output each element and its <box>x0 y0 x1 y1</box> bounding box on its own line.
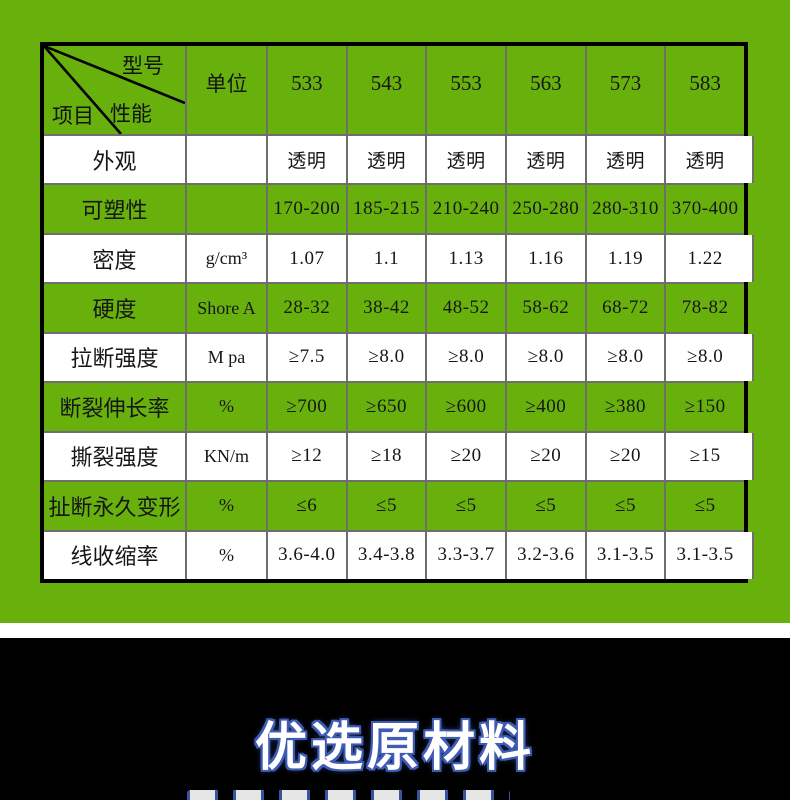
model-header-cell: 563 <box>506 46 585 134</box>
value-cell: 370-400 <box>666 185 744 233</box>
value-cell: ≥20 <box>427 432 505 481</box>
row-label-cell: 拉断强度 <box>44 333 185 382</box>
unit-cell: g/cm³ <box>187 234 266 283</box>
value-cell: ≥400 <box>506 383 585 431</box>
value-cell: 透明 <box>586 136 665 184</box>
partial-text-line <box>187 790 510 800</box>
value-cell: ≤5 <box>506 482 585 530</box>
value-cell: ≥20 <box>586 432 665 481</box>
value-cell: ≥7.5 <box>268 333 346 382</box>
row-label-cell: 硬度 <box>44 284 185 332</box>
model-header-cell: 573 <box>586 46 665 134</box>
row-label-cell: 扯断永久变形 <box>44 482 185 530</box>
value-cell: 透明 <box>347 136 426 184</box>
value-cell: 3.2-3.6 <box>506 531 585 579</box>
value-cell: 透明 <box>268 136 346 184</box>
value-cell: 3.3-3.7 <box>427 531 505 579</box>
unit-cell: M pa <box>187 333 266 382</box>
unit-cell: KN/m <box>187 432 266 481</box>
headline: 优选原材料 <box>254 719 535 777</box>
value-cell: 68-72 <box>586 284 665 332</box>
corner-label-performance: 性能 <box>110 102 152 126</box>
row-label-cell: 线收缩率 <box>44 531 185 579</box>
unit-header-cell: 单位 <box>187 46 266 134</box>
value-cell: 28-32 <box>268 284 346 332</box>
value-cell: ≥8.0 <box>666 333 744 382</box>
value-cell: 透明 <box>427 136 505 184</box>
corner-label-model: 型号 <box>122 54 164 78</box>
value-cell: ≥380 <box>586 383 665 431</box>
value-cell: 1.22 <box>666 234 744 283</box>
value-cell: 38-42 <box>347 284 426 332</box>
value-cell: ≥600 <box>427 383 505 431</box>
value-cell: ≥8.0 <box>427 333 505 382</box>
value-cell: 170-200 <box>268 185 346 233</box>
value-cell: ≥15 <box>666 432 744 481</box>
value-cell: ≥650 <box>347 383 426 431</box>
value-cell: ≥700 <box>268 383 346 431</box>
value-cell: ≤6 <box>268 482 346 530</box>
value-cell: ≥8.0 <box>506 333 585 382</box>
value-cell: 1.1 <box>347 234 426 283</box>
value-cell: ≥12 <box>268 432 346 481</box>
value-cell: 1.13 <box>427 234 505 283</box>
corner-label-item: 项目 <box>52 104 94 128</box>
value-cell: 185-215 <box>347 185 426 233</box>
value-cell: 透明 <box>666 136 744 184</box>
value-cell: 210-240 <box>427 185 505 233</box>
value-cell: ≥8.0 <box>586 333 665 382</box>
model-header-cell: 553 <box>427 46 505 134</box>
footer-banner: 优选原材料 <box>0 638 790 800</box>
divider-strip <box>0 623 790 638</box>
value-cell: ≥150 <box>666 383 744 431</box>
model-header-cell: 533 <box>268 46 346 134</box>
value-cell: ≤5 <box>427 482 505 530</box>
row-label-cell: 外观 <box>44 136 185 184</box>
value-cell: 3.1-3.5 <box>666 531 744 579</box>
value-cell: ≤5 <box>347 482 426 530</box>
value-cell: 3.4-3.8 <box>347 531 426 579</box>
table-corner-cell: 型号 性能 项目 <box>44 46 185 134</box>
row-label-cell: 断裂伸长率 <box>44 383 185 431</box>
value-cell: 78-82 <box>666 284 744 332</box>
value-cell: 58-62 <box>506 284 585 332</box>
model-header-cell: 543 <box>347 46 426 134</box>
value-cell: 1.19 <box>586 234 665 283</box>
value-cell: 3.1-3.5 <box>586 531 665 579</box>
unit-cell: % <box>187 383 266 431</box>
unit-cell: % <box>187 482 266 530</box>
value-cell: 250-280 <box>506 185 585 233</box>
value-cell: 1.07 <box>268 234 346 283</box>
value-cell: ≥8.0 <box>347 333 426 382</box>
row-label-cell: 可塑性 <box>44 185 185 233</box>
value-cell: ≤5 <box>586 482 665 530</box>
value-cell: ≥20 <box>506 432 585 481</box>
value-cell: 1.16 <box>506 234 585 283</box>
value-cell: ≥18 <box>347 432 426 481</box>
value-cell: 280-310 <box>586 185 665 233</box>
value-cell: 透明 <box>506 136 585 184</box>
unit-cell <box>187 185 266 233</box>
row-label-cell: 撕裂强度 <box>44 432 185 481</box>
unit-cell <box>187 136 266 184</box>
value-cell: ≤5 <box>666 482 744 530</box>
value-cell: 3.6-4.0 <box>268 531 346 579</box>
value-cell: 48-52 <box>427 284 505 332</box>
unit-cell: Shore A <box>187 284 266 332</box>
spec-table-grid: 型号 性能 项目 单位 533 543 553 563 573 583 外观 透明 透明 透明 透明… <box>40 42 748 583</box>
model-header-cell: 583 <box>666 46 744 134</box>
diagonal-lines-icon <box>44 46 185 134</box>
unit-cell: % <box>187 531 266 579</box>
row-label-cell: 密度 <box>44 234 185 283</box>
